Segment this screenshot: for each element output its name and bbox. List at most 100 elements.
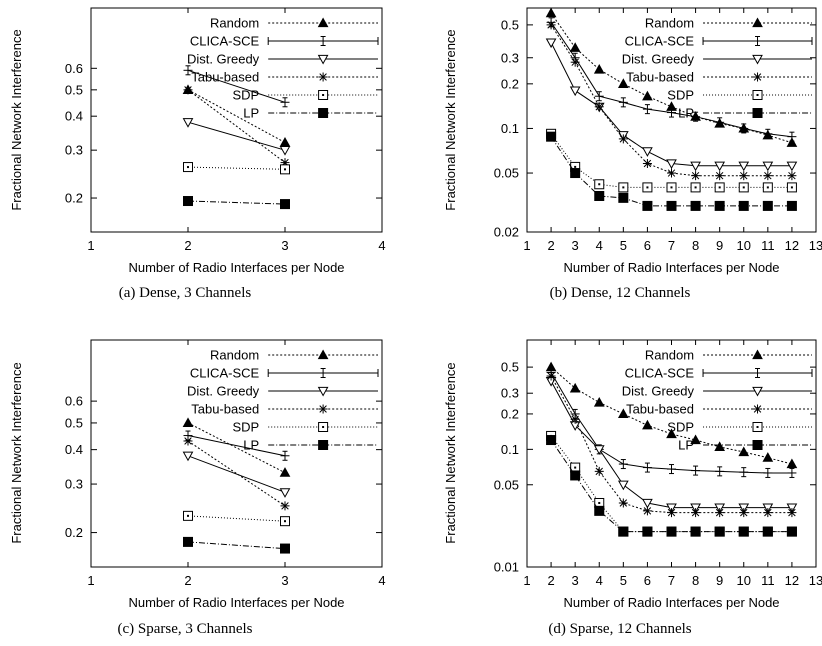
chart-b-point-dist-greedy	[690, 161, 701, 172]
chart-b-point-tabu-based	[618, 134, 628, 144]
chart-d-point-random	[738, 446, 750, 457]
chart-d-point-clica-sce	[715, 466, 725, 477]
chart-d-y-tick-label: 0.3	[501, 386, 519, 401]
chart-b-point-lp	[762, 200, 773, 211]
chart-d-x-tick-label: 3	[572, 573, 579, 588]
chart-d-x-tick-label: 5	[620, 573, 627, 588]
chart-d-point-random	[762, 452, 774, 462]
chart-c-x-axis-title: Number of Radio Interfaces per Node	[128, 595, 344, 610]
chart-b-x-tick-label: 8	[692, 238, 699, 253]
chart-d-y-tick-label: 0.1	[501, 442, 519, 457]
chart-b-point-tabu-based	[546, 20, 556, 30]
chart-b-point-lp	[666, 200, 677, 211]
chart-a-series-line-tabu-based	[187, 89, 286, 163]
chart-a-point-lp	[183, 196, 193, 207]
chart-a-y-axis-title: Fractional Network Interference	[9, 29, 24, 210]
chart-d-point-random	[666, 428, 677, 439]
chart-c-legend-marker-random	[317, 349, 329, 360]
chart-c-point-random	[279, 467, 291, 477]
chart-b-legend-label-lp: LP	[678, 106, 694, 121]
chart-b-point-random	[642, 90, 653, 101]
chart-b-point-random	[617, 78, 629, 88]
chart-b-point-sdp	[618, 182, 629, 193]
chart-a-point-dist-greedy	[279, 146, 291, 156]
chart-b-legend-label-dist-greedy: Dist. Greedy	[622, 52, 695, 67]
chart-c-y-tick-label: 0.6	[65, 394, 83, 409]
chart-d-point-random	[569, 382, 581, 393]
chart-b-y-tick-label: 0.5	[501, 17, 519, 32]
chart-c-legend-label-lp: LP	[243, 438, 259, 453]
chart-b-point-lp	[618, 192, 629, 203]
chart-b-legend-marker-tabu-based	[753, 72, 763, 82]
chart-d-point-lp	[762, 526, 773, 537]
chart-b-legend-label-sdp: SDP	[667, 88, 694, 103]
chart-b-point-sdp	[594, 179, 605, 190]
chart-b-point-lp	[570, 168, 581, 179]
chart-d-point-lp	[618, 526, 629, 537]
chart-b-x-tick-label: 7	[668, 238, 675, 253]
chart-d-point-tabu-based	[739, 508, 749, 518]
chart-b-point-dist-greedy	[738, 161, 750, 172]
chart-a-series-line-clica-sce	[187, 69, 286, 103]
chart-c-point-tabu-based	[280, 501, 290, 511]
chart-b-point-lp	[546, 131, 557, 142]
chart-a-legend-marker-clica-sce	[318, 36, 328, 46]
chart-b-point-lp	[738, 200, 749, 211]
chart-a-y-tick-label: 0.3	[65, 143, 83, 158]
chart-b-legend-label-clica-sce: CLICA-SCE	[625, 34, 695, 49]
chart-b-point-sdp	[786, 182, 797, 193]
chart-a-legend: Random CLICA-SCE Dist. Greedy Tabu-based SDP…	[187, 16, 379, 121]
chart-d-point-random	[642, 419, 653, 430]
chart-d-legend-label-clica-sce: CLICA-SCE	[625, 366, 695, 381]
chart-b-caption: (b) Dense, 12 Channels	[550, 285, 691, 301]
chart-d-series-line-sdp	[550, 435, 792, 533]
chart-a-legend-label-dist-greedy: Dist. Greedy	[187, 52, 260, 67]
chart-d-point-lp	[570, 470, 581, 481]
chart-a-legend-label-tabu-based: Tabu-based	[191, 70, 259, 85]
chart-a-legend-marker-lp	[318, 108, 329, 118]
chart-b-series-lp	[546, 131, 797, 211]
chart-c-series-line-dist-greedy	[187, 455, 286, 493]
chart-a-x-tick-label: 1	[87, 238, 94, 253]
chart-a-series-dist-greedy	[182, 118, 291, 156]
chart-b-series-sdp	[546, 128, 797, 193]
chart-d-point-lp	[546, 435, 557, 446]
chart-c-series-sdp	[183, 510, 290, 527]
chart-d-x-tick-label: 7	[668, 573, 675, 588]
chart-d-legend-label-tabu-based: Tabu-based	[626, 402, 694, 417]
chart-c-y-tick-label: 0.2	[65, 525, 83, 540]
chart-a-y-tick-label: 0.2	[65, 191, 83, 206]
chart-b-point-tabu-based	[787, 171, 797, 181]
chart-b-x-tick-label: 10	[737, 238, 751, 253]
chart-b-x-axis-title: Number of Radio Interfaces per Node	[563, 260, 779, 275]
chart-a-point-sdp	[280, 164, 290, 175]
chart-b-series-tabu-based	[546, 20, 797, 181]
chart-c-legend-marker-sdp	[318, 422, 329, 432]
chart-d-x-tick-label: 2	[547, 573, 554, 588]
chart-b-x-tick-label: 4	[596, 238, 603, 253]
chart-d-legend-marker-dist-greedy	[752, 386, 763, 397]
chart-b-point-dist-greedy	[762, 161, 774, 172]
chart-d-point-tabu-based	[546, 371, 556, 381]
chart-d-point-tabu-based	[691, 508, 701, 518]
chart-d-legend-marker-random	[752, 349, 763, 360]
chart-d-point-tabu-based	[618, 498, 628, 508]
chart-d-point-lp	[714, 526, 725, 537]
chart-b-legend: Random CLICA-SCE Dist. Greedy Tabu-based SDP…	[622, 16, 813, 121]
chart-c-point-tabu-based	[183, 436, 193, 446]
chart-c-series-random	[182, 417, 291, 477]
chart-b-point-lp	[642, 200, 653, 211]
chart-a-y-tick-label: 0.4	[65, 109, 83, 124]
chart-c-x-tick-label: 2	[184, 573, 191, 588]
chart-d-point-tabu-based	[594, 466, 604, 476]
chart-c-caption: (c) Sparse, 3 Channels	[118, 621, 253, 637]
chart-b-point-tabu-based	[715, 171, 725, 181]
chart-d-x-tick-label: 12	[785, 573, 799, 588]
chart-a-series-sdp	[183, 162, 290, 175]
chart-b-legend-marker-dist-greedy	[752, 54, 763, 65]
chart-d-point-clica-sce	[618, 459, 628, 470]
chart-d-legend-marker-clica-sce	[753, 368, 763, 378]
chart-c-point-dist-greedy	[279, 488, 291, 498]
chart-b-point-random	[593, 63, 605, 74]
chart-d-y-tick-label: 0.5	[501, 360, 519, 375]
